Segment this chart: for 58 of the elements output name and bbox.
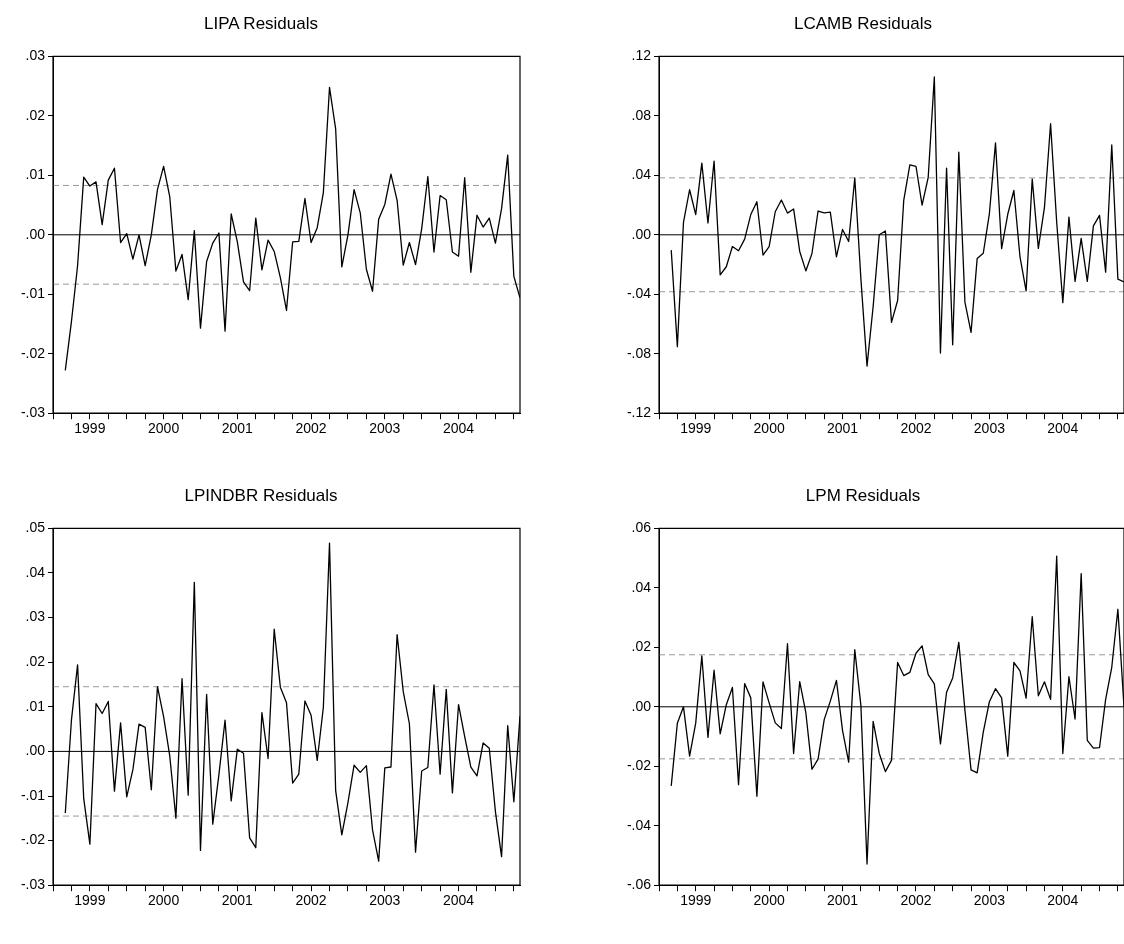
y-tick-label: -.02	[20, 344, 46, 361]
x-tick-label: 2001	[826, 420, 859, 437]
x-tick-label: 2000	[753, 420, 785, 437]
x-tick-label: 2001	[221, 420, 254, 437]
y-tick-label: .02	[25, 653, 46, 670]
x-tick-label: 2001	[826, 892, 859, 909]
x-tick-label: 1999	[74, 892, 106, 909]
x-tick-label: 1999	[680, 420, 712, 437]
y-tick-label: -.04	[626, 816, 652, 833]
y-tick-label: .00	[25, 742, 46, 759]
chart-title: LIPA Residuals	[203, 13, 319, 33]
y-tick-label: .03	[25, 608, 46, 625]
x-tick-label: 2004	[1047, 892, 1079, 909]
y-tick-label: -.01	[20, 786, 46, 803]
x-tick-label: 2000	[148, 420, 180, 437]
chart-title: LPM Residuals	[805, 485, 921, 505]
y-tick-label: -.12	[626, 404, 652, 421]
chart-title: LCAMB Residuals	[794, 13, 932, 33]
y-tick-label: -.08	[626, 344, 652, 361]
y-tick-label: -.06	[626, 876, 652, 893]
x-tick-label: 2002	[295, 420, 327, 437]
y-tick-label: .04	[25, 563, 46, 580]
x-tick-label: 2004	[1047, 420, 1079, 437]
x-tick-label: 2003	[369, 892, 401, 909]
y-tick-label: .00	[25, 225, 46, 242]
y-tick-label: -.03	[20, 876, 46, 893]
x-tick-label: 2001	[221, 892, 254, 909]
x-tick-label: 2002	[295, 892, 327, 909]
x-tick-label: 2000	[753, 892, 785, 909]
x-tick-label: 2004	[442, 420, 475, 437]
chart-title: LPINDBR Residuals	[184, 485, 338, 505]
y-tick-label: -.04	[626, 285, 652, 302]
y-tick-label: -.02	[20, 831, 46, 848]
y-tick-label: .00	[631, 697, 652, 714]
x-tick-label: 2004	[442, 892, 475, 909]
x-tick-label: 2000	[148, 892, 180, 909]
x-tick-label: 1999	[74, 420, 106, 437]
y-tick-label: .06	[631, 519, 652, 536]
y-tick-label: .08	[631, 106, 652, 123]
y-tick-label: .04	[631, 166, 652, 183]
x-tick-label: 1999	[680, 892, 712, 909]
x-tick-label: 2003	[369, 420, 401, 437]
y-tick-label: .02	[25, 106, 46, 123]
x-tick-label: 2002	[900, 420, 932, 437]
y-tick-label: .02	[631, 638, 652, 655]
y-tick-label: -.03	[20, 404, 46, 421]
y-tick-label: .01	[25, 166, 46, 183]
x-tick-label: 2003	[973, 892, 1006, 909]
y-tick-label: .12	[631, 47, 652, 64]
y-tick-label: .05	[25, 519, 46, 536]
y-tick-label: .00	[631, 225, 652, 242]
y-tick-label: .04	[631, 578, 652, 595]
y-tick-label: -.02	[626, 757, 652, 774]
x-tick-label: 2003	[973, 420, 1006, 437]
y-tick-label: -.01	[20, 285, 46, 302]
y-tick-label: .01	[25, 697, 46, 714]
y-tick-label: .03	[25, 47, 46, 64]
x-tick-label: 2002	[900, 892, 932, 909]
